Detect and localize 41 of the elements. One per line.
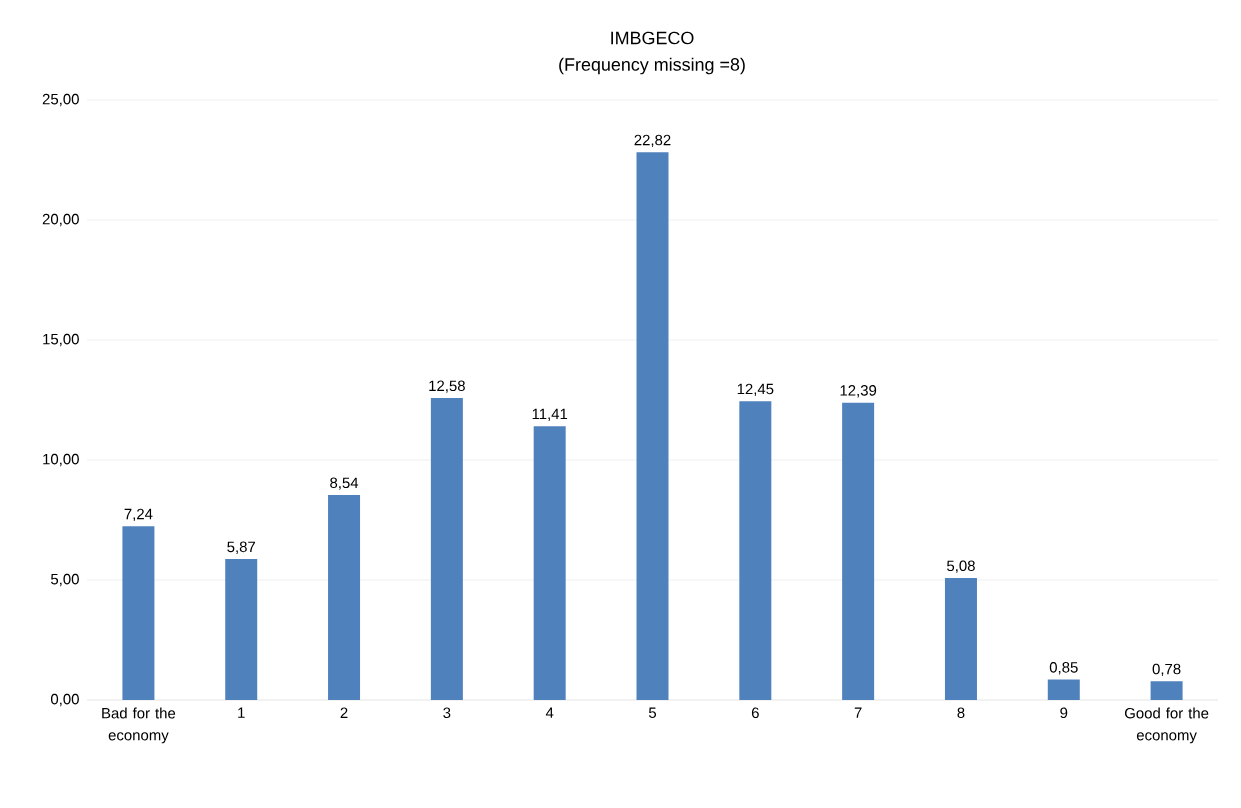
data-label: 0,85 [1049,662,1078,675]
data-label: 12,45 [737,383,774,396]
bar [1150,681,1183,700]
bar [225,559,258,700]
chart-title: IMBGECO [611,31,694,45]
bar [430,398,463,700]
data-label: 5,08 [947,560,975,573]
data-label: 22,82 [634,134,671,148]
x-tick-label: 5 [648,707,657,718]
bar [533,426,566,700]
chart-subtitle: (Frequency missing =8) [559,57,745,75]
data-label: 8,54 [330,477,359,490]
x-tick-label: 8 [957,707,965,719]
data-label: 11,41 [532,408,568,421]
x-tick-label: 3 [443,707,451,719]
data-label: 12,58 [429,380,465,393]
y-tick-label: 5,00 [50,573,79,587]
bar [636,152,669,700]
data-label: 0,78 [1152,663,1181,677]
bar [122,526,155,700]
bar [739,401,772,700]
y-tick-label: 20,00 [42,213,79,227]
y-tick-label: 15,00 [43,333,79,347]
data-label: 12,39 [840,385,877,398]
x-tick-label: 7 [854,707,862,718]
x-tick-label: 9 [1060,707,1068,719]
bar [1047,679,1080,700]
bar [328,495,361,700]
y-tick-label: 10,00 [43,453,79,467]
x-tick-label: 1 [238,707,245,718]
bar [842,402,875,700]
y-tick-label: 0,00 [50,693,79,707]
x-tick-label: Bad for the economy [102,707,176,744]
x-tick-label: 6 [751,707,759,719]
data-label: 7,24 [124,508,153,522]
bar [944,578,977,700]
x-tick-label: 4 [545,707,554,718]
y-tick-label: 25,00 [42,93,79,107]
x-tick-label: 2 [340,707,348,718]
data-label: 5,87 [227,541,256,554]
x-tick-label: Good for the economy [1124,707,1209,744]
